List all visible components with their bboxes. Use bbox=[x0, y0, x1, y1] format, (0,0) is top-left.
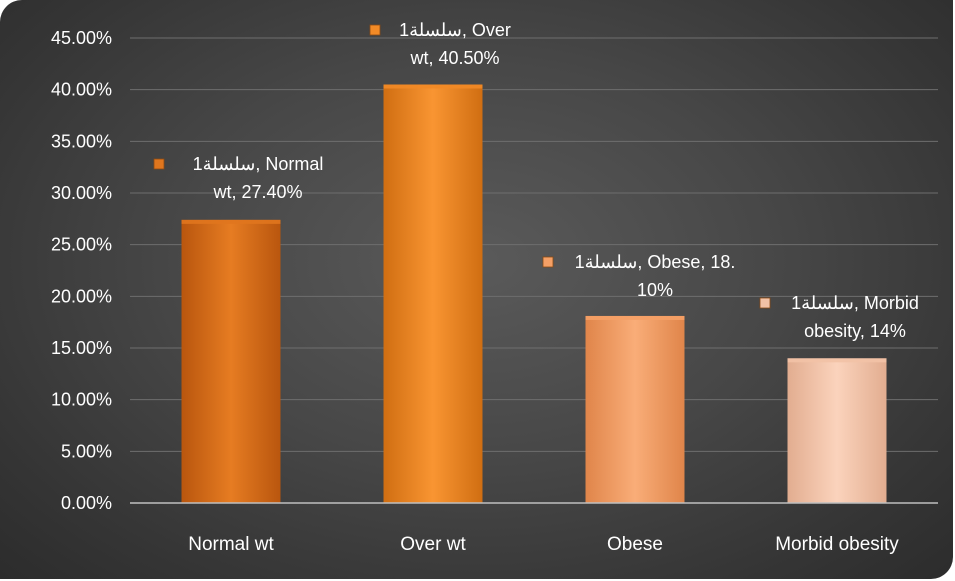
y-axis-tick-labels: 0.00% 5.00% 10.00% 15.00% 20.00% 25.00% 30.00%… bbox=[51, 28, 112, 513]
legend-key-marker bbox=[369, 24, 381, 36]
bar bbox=[585, 315, 685, 503]
y-tick-label: 10.00% bbox=[51, 390, 112, 410]
legend-key-marker bbox=[542, 256, 554, 268]
x-category-label: Normal wt bbox=[188, 534, 274, 555]
x-category-label: Over wt bbox=[400, 534, 466, 555]
y-tick-label: 20.00% bbox=[51, 286, 112, 306]
bar bbox=[181, 219, 281, 503]
bars bbox=[181, 84, 887, 503]
y-tick-label: 25.00% bbox=[51, 235, 112, 255]
bar-body bbox=[383, 84, 483, 503]
x-axis-category-labels: Normal wt Over wt Obese Morbid obesity bbox=[188, 534, 899, 555]
y-tick-label: 30.00% bbox=[51, 183, 112, 203]
legend-key-marker bbox=[759, 297, 771, 309]
y-tick-label: 35.00% bbox=[51, 131, 112, 151]
data-label-line: سلسلة1, Obese, 18. bbox=[575, 252, 736, 272]
data-label-line: 10% bbox=[637, 280, 673, 300]
bar-body bbox=[585, 315, 685, 503]
legend-key-marker bbox=[153, 158, 165, 170]
data-label: سلسلة1, Morbid obesity, 14% bbox=[759, 293, 919, 341]
data-label-line: obesity, 14% bbox=[804, 321, 906, 341]
data-label-line: wt, 40.50% bbox=[409, 48, 499, 68]
data-label: سلسلة1, Normal wt, 27.40% bbox=[153, 154, 324, 202]
bar-cap bbox=[787, 358, 887, 363]
y-tick-label: 0.00% bbox=[61, 493, 112, 513]
data-label-line: wt, 27.40% bbox=[212, 182, 302, 202]
x-category-label: Morbid obesity bbox=[775, 534, 899, 555]
data-label: سلسلة1, Over wt, 40.50% bbox=[369, 20, 511, 68]
bar bbox=[787, 358, 887, 503]
data-label-line: سلسلة1, Morbid bbox=[791, 293, 919, 313]
bar-body bbox=[181, 219, 281, 503]
data-label-line: سلسلة1, Normal bbox=[193, 154, 324, 174]
bar-cap bbox=[585, 315, 685, 320]
data-labels: سلسلة1, Normal wt, 27.40% سلسلة1, Over wt, … bbox=[153, 20, 919, 341]
bar-cap bbox=[181, 219, 281, 224]
y-tick-label: 5.00% bbox=[61, 441, 112, 461]
y-tick-label: 15.00% bbox=[51, 338, 112, 358]
data-label-line: سلسلة1, Over bbox=[399, 20, 511, 40]
y-tick-label: 45.00% bbox=[51, 28, 112, 48]
bar-cap bbox=[383, 84, 483, 89]
x-category-label: Obese bbox=[607, 534, 663, 555]
data-label: سلسلة1, Obese, 18. 10% bbox=[542, 252, 736, 300]
bar-body bbox=[787, 358, 887, 503]
y-tick-label: 40.00% bbox=[51, 80, 112, 100]
bar bbox=[383, 84, 483, 503]
